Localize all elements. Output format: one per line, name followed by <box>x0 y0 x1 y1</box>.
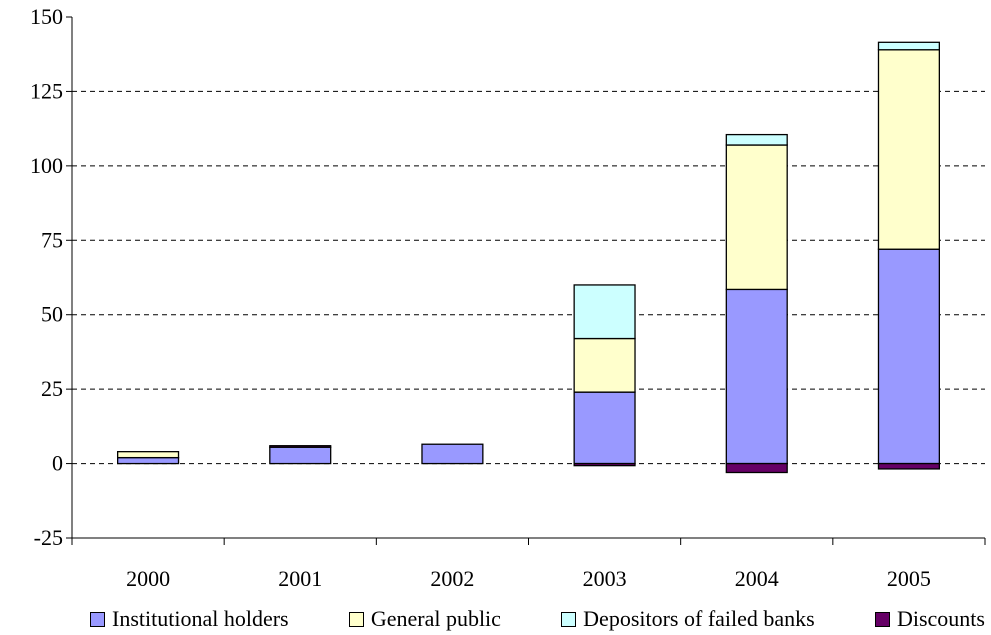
bar-2005-series-2 <box>877 41 941 51</box>
axes <box>66 16 986 545</box>
gridlines <box>72 90 985 465</box>
x-tick-label-2001: 2001 <box>278 566 322 591</box>
legend-label-2: Depositors of failed banks <box>583 606 815 631</box>
bars <box>117 41 941 474</box>
stacked-bar-chart: -25 0 25 50 75 100 125 150 2000 2001 2002 2003 2004 2… <box>30 4 986 591</box>
legend-swatch-3 <box>874 611 890 627</box>
bar-2001-series-0 <box>269 446 332 465</box>
bar-2004-series-0 <box>725 288 788 465</box>
bar-2003-series-1 <box>573 337 636 393</box>
bar-2003-series-0 <box>573 391 636 465</box>
y-tick-label-50: 50 <box>41 302 63 327</box>
legend-item-2: Depositors of failed banks <box>561 606 815 632</box>
bar-2005-series-0 <box>877 248 941 465</box>
legend-item-1: General public <box>348 606 501 632</box>
bar-2005-series-3 <box>877 462 941 470</box>
y-tick-label-100: 100 <box>30 153 63 178</box>
bar-2005-series-1 <box>877 49 941 250</box>
legend-swatch-0 <box>90 611 105 627</box>
bar-2001-series-3 <box>269 445 332 448</box>
legend-label-3: Discounts <box>896 606 985 631</box>
legend: Institutional holders General public Depos… <box>90 605 985 633</box>
legend-item-0: Institutional holders <box>90 606 289 632</box>
x-tick-label-2002: 2002 <box>430 566 474 591</box>
y-tick-label-0: 0 <box>52 451 63 476</box>
x-tick-label-2004: 2004 <box>735 566 779 591</box>
bar-2003-series-3 <box>573 462 636 467</box>
bar-2004-series-3 <box>725 462 788 474</box>
bar-2003-series-2 <box>573 284 636 340</box>
bar-2002-series-0 <box>421 443 484 465</box>
x-tick-label-2000: 2000 <box>126 566 170 591</box>
y-tick-label-125: 125 <box>30 78 63 103</box>
tick-labels: -25 0 25 50 75 100 125 150 2000 2001 2002 2003 2004 2… <box>30 4 931 591</box>
x-tick-label-2005: 2005 <box>887 566 931 591</box>
x-tick-label-2003: 2003 <box>583 566 627 591</box>
bar-2000-series-1 <box>117 451 180 459</box>
bar-2004-series-1 <box>725 144 788 291</box>
y-tick-label--25: -25 <box>34 525 63 550</box>
bar-2000-series-0 <box>117 456 180 465</box>
legend-swatch-2 <box>561 611 577 627</box>
legend-label-1: General public <box>370 606 501 631</box>
legend-label-0: Institutional holders <box>112 606 289 631</box>
y-tick-label-150: 150 <box>30 4 63 29</box>
legend-swatch-1 <box>348 611 364 627</box>
y-tick-label-75: 75 <box>41 227 63 252</box>
legend-item-3: Discounts <box>874 606 985 632</box>
bar-2004-series-2 <box>725 133 788 146</box>
y-tick-label-25: 25 <box>41 376 63 401</box>
